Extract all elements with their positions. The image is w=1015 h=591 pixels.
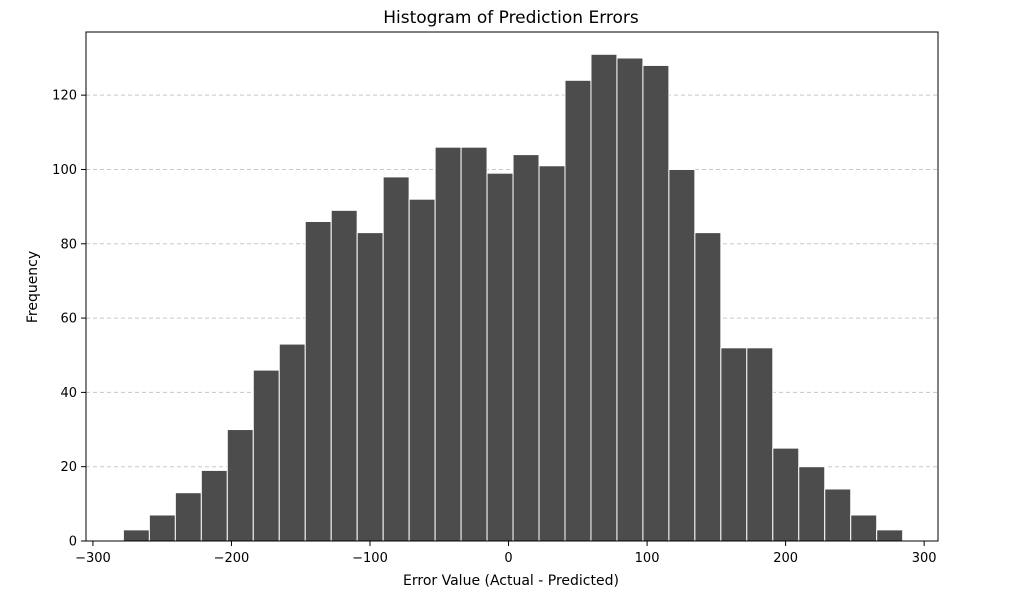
histogram-bar [616, 57, 644, 542]
histogram-bar [460, 146, 488, 542]
histogram-bar [564, 79, 592, 542]
histogram-bar [330, 209, 358, 542]
histogram-bar [850, 514, 878, 542]
x-tick-label: 200 [773, 551, 798, 566]
chart-title: Histogram of Prediction Errors [383, 8, 639, 28]
histogram-bar [876, 529, 904, 542]
x-tick-label: 100 [635, 551, 660, 566]
histogram-bar [538, 165, 566, 542]
y-axis-ticks: 0 20 40 60 80 100 120 [52, 89, 86, 550]
histogram-bar [772, 447, 800, 542]
x-axis-ticks: −300 −200 −100 0 100 200 300 [75, 541, 937, 566]
histogram-bar [798, 466, 826, 542]
histogram-bar [382, 176, 410, 542]
histogram-bar [304, 220, 332, 542]
histogram-bar [408, 198, 436, 542]
histogram-bar [486, 172, 514, 542]
histogram-bar [200, 469, 228, 542]
histogram-bar [512, 154, 540, 542]
histogram-bar [668, 168, 696, 542]
histogram-bar [642, 64, 670, 542]
x-tick-label: −100 [352, 551, 388, 566]
histogram-bar [278, 343, 306, 542]
histogram-bar [590, 53, 618, 542]
x-tick-label: 300 [912, 551, 937, 566]
y-tick-label: 40 [60, 386, 77, 401]
y-tick-label: 60 [60, 312, 77, 327]
histogram-bar [694, 232, 722, 542]
histogram-bar [252, 369, 280, 542]
plot-area-frame [85, 31, 939, 542]
x-tick-label: −300 [75, 551, 111, 566]
y-tick-label: 100 [52, 163, 77, 178]
x-tick-label: −200 [214, 551, 250, 566]
histogram-bar [356, 232, 384, 542]
y-tick-label: 0 [69, 535, 77, 550]
histogram-bar [746, 347, 774, 542]
histogram-bar [824, 488, 852, 542]
x-axis-label: Error Value (Actual - Predicted) [403, 573, 619, 589]
histogram-bar [148, 514, 176, 542]
histogram-bar [720, 347, 748, 542]
histogram-bar [434, 146, 462, 542]
histogram-bar [174, 492, 202, 542]
histogram-bar [122, 529, 150, 542]
histogram-bar [226, 429, 254, 542]
y-axis-label: Frequency [25, 251, 41, 323]
y-tick-label: 20 [60, 460, 77, 475]
y-tick-label: 120 [52, 89, 77, 104]
y-tick-label: 80 [60, 237, 77, 252]
histogram-bars [122, 53, 904, 542]
x-tick-label: 0 [504, 551, 512, 566]
